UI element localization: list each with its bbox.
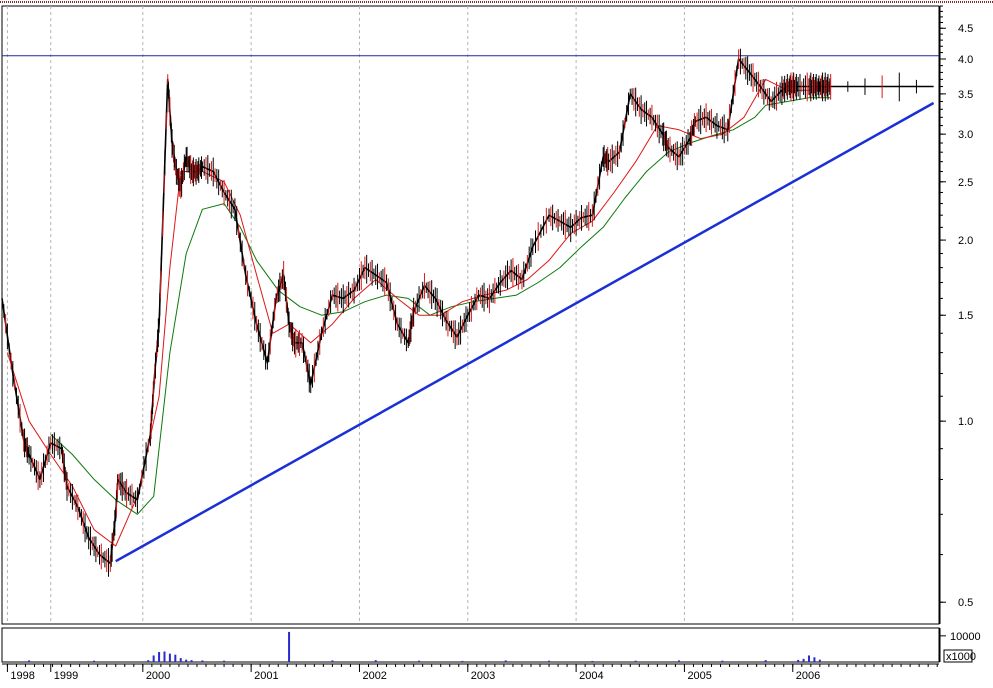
price-tick-label: 2.5 — [958, 177, 973, 189]
time-tick-label: 2005 — [687, 670, 711, 682]
volume-bar — [504, 660, 507, 662]
volume-bar — [158, 652, 161, 662]
price-tick-label: 3.5 — [958, 89, 973, 101]
volume-unit-box — [943, 649, 973, 663]
volume-bar — [591, 660, 594, 662]
volume-tick-label: 10000 — [950, 631, 981, 643]
volume-bar — [288, 631, 291, 662]
time-tick-label: 1998 — [10, 670, 34, 682]
volume-bar — [163, 651, 166, 662]
series-price — [1, 48, 934, 577]
price-tick-label: 1.0 — [958, 416, 973, 428]
volume-bar — [201, 660, 204, 662]
volume-axis: 10000 — [940, 631, 981, 643]
volume-bar — [813, 657, 816, 662]
time-tick-label: 2004 — [579, 670, 603, 682]
price-tick-label: 4.5 — [958, 23, 973, 35]
trend-line-group — [115, 101, 935, 563]
volume-bar — [764, 660, 767, 662]
price-axis: 4.5 4.0 3.5 3.0 2.5 2.0 1.5 1.0 0.5 — [940, 5, 973, 609]
volume-bar — [461, 660, 464, 662]
price-tick-label: 4.0 — [958, 54, 973, 66]
time-axis: 1998 1999 2000 2001 2002 2003 2004 2005 2006 — [6, 664, 938, 682]
volume-bar — [147, 660, 150, 662]
volume-bar — [802, 658, 805, 662]
time-tick-label: 2002 — [362, 670, 386, 682]
volume-bar — [331, 660, 334, 662]
volume-bar — [818, 659, 821, 662]
time-tick-label: 2003 — [471, 670, 495, 682]
time-tick-label: 2006 — [796, 670, 820, 682]
price-tick-label: 3.0 — [958, 129, 973, 141]
time-tick-label: 1999 — [54, 670, 78, 682]
price-tick-label: 2.0 — [958, 235, 973, 247]
price-pane — [1, 5, 940, 625]
volume-bar — [797, 659, 800, 662]
volume-bar — [634, 660, 637, 662]
volume-bar — [418, 660, 421, 662]
volume-bar — [185, 659, 188, 662]
time-tick-label: 2000 — [146, 670, 170, 682]
volume-bar — [174, 654, 177, 662]
volume-pane — [1, 627, 940, 663]
series-group — [1, 48, 934, 577]
volume-bar — [93, 660, 96, 662]
volume-bar — [179, 658, 182, 662]
volume-bar — [168, 653, 171, 662]
volume-bar — [374, 660, 377, 662]
grid-lines — [6, 6, 794, 662]
time-tick-label: 2001 — [254, 670, 278, 682]
volume-bar — [678, 660, 681, 662]
volume-unit-label: x1000 — [946, 651, 976, 663]
price-tick-label: 0.5 — [958, 597, 973, 609]
price-tick-label: 1.5 — [958, 310, 973, 322]
volume-bar — [28, 660, 31, 662]
volume-bar — [223, 660, 226, 662]
volume-bar — [721, 660, 724, 662]
volume-bar — [548, 660, 551, 662]
volume-bar — [190, 660, 193, 662]
volume-bar — [152, 655, 155, 662]
trend-line — [115, 101, 935, 563]
volume-bars — [28, 631, 821, 662]
volume-bar — [808, 655, 811, 662]
